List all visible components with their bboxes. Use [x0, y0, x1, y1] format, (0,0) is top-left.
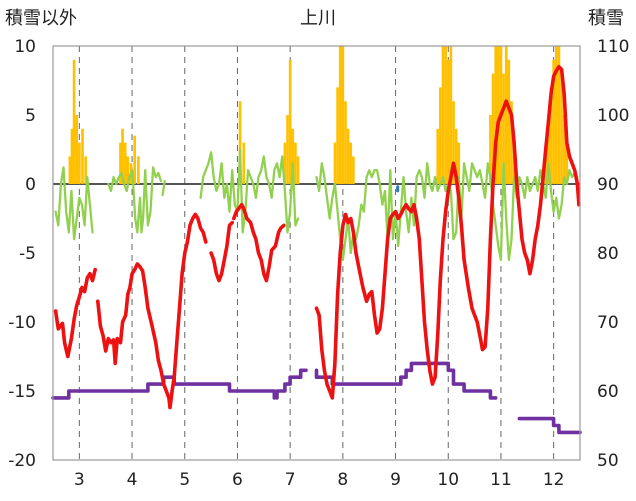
snow-bar — [454, 128, 458, 184]
red-series-line — [314, 64, 581, 400]
y-left-tick-label: -20 — [8, 451, 36, 471]
snow-bar — [68, 156, 72, 184]
snow-bar — [446, 59, 450, 184]
snow-bar — [119, 142, 122, 184]
y-left-tick-label: 5 — [25, 106, 36, 126]
y-right-tick-label: 110 — [597, 37, 629, 57]
snow-bar — [547, 128, 550, 184]
snow-bar — [504, 46, 508, 184]
y-right-tick-label: 70 — [597, 313, 619, 333]
snow-bar — [557, 46, 561, 184]
snow-bar — [75, 115, 79, 184]
snow-bar — [507, 59, 511, 184]
snow-bar — [496, 46, 500, 184]
y-right-tick-label: 50 — [597, 451, 619, 471]
snow-bar — [336, 87, 339, 184]
snow-bar — [283, 142, 287, 184]
green-series-line — [199, 148, 300, 234]
snow-bar — [238, 101, 242, 184]
snow-bar — [491, 73, 495, 184]
snow-bar — [338, 46, 342, 184]
right-axis-label: 積雪 — [588, 8, 624, 29]
snow-bar — [341, 46, 345, 184]
red-series-line — [232, 202, 286, 283]
green-series-line — [161, 180, 166, 197]
snow-bar — [294, 142, 297, 184]
green-series-line — [54, 166, 94, 241]
snow-bar — [242, 142, 246, 184]
snow-bar — [346, 128, 350, 184]
snow-bar — [70, 128, 74, 184]
snow-bar — [81, 128, 84, 184]
snow-bar — [288, 59, 292, 184]
snow-bar — [133, 135, 137, 184]
x-tick-label: 12 — [543, 470, 565, 490]
snow-bar — [333, 142, 337, 184]
snow-bar — [552, 59, 555, 184]
purple-series-line — [275, 368, 308, 400]
snow-bar — [554, 46, 558, 184]
x-tick-label: 8 — [337, 470, 348, 490]
red-series-line — [209, 220, 234, 283]
snow-bar — [510, 101, 513, 184]
x-tick-label: 4 — [127, 470, 138, 490]
x-tick-label: 3 — [74, 470, 85, 490]
red-series-line — [53, 267, 97, 359]
series-lines — [51, 64, 582, 435]
left-axis-label: 積雪以外 — [5, 8, 77, 29]
snow-bar — [123, 142, 127, 184]
plot-frame — [52, 45, 581, 461]
x-tick-label: 7 — [285, 470, 296, 490]
x-tick-label: 5 — [179, 470, 190, 490]
y-left-tick-label: -10 — [8, 313, 36, 333]
snow-bar — [457, 142, 461, 184]
snow-bar — [489, 115, 492, 184]
x-tick-label: 11 — [490, 470, 512, 490]
snow-bar — [121, 128, 124, 184]
tick-labels: 3 4 5 6 7 8 9 10 11 121050-5-10-15-20110100908070… — [8, 37, 629, 490]
snow-bar — [78, 142, 81, 184]
red-series-line — [96, 212, 208, 410]
x-tick-label: 9 — [390, 470, 401, 490]
snow-bar — [296, 156, 300, 184]
snow-bar — [502, 73, 505, 184]
y-right-tick-label: 90 — [597, 175, 619, 195]
snow-bar — [544, 156, 548, 184]
x-tick-label: 6 — [232, 470, 243, 490]
x-tick-label: 10 — [437, 470, 459, 490]
green-series-line — [315, 162, 579, 262]
green-series-line — [107, 166, 163, 234]
snow-bar — [286, 115, 289, 184]
y-left-tick-label: -15 — [8, 382, 36, 402]
snow-bar — [352, 156, 355, 184]
snow-bar — [72, 59, 76, 184]
y-right-tick-label: 100 — [597, 106, 629, 126]
y-right-tick-label: 60 — [597, 382, 619, 402]
snow-bar — [444, 46, 447, 184]
snow-bar — [439, 87, 442, 184]
snow-bar — [84, 156, 87, 184]
snow-bar — [441, 46, 445, 184]
snow-bar — [549, 87, 553, 184]
snow-bar — [436, 128, 440, 184]
snow-bar — [562, 115, 566, 184]
purple-series-line — [517, 416, 582, 435]
snow-bar — [494, 46, 497, 184]
snow-bar — [344, 101, 347, 184]
snow-bar — [560, 73, 563, 184]
snow-bar — [126, 156, 130, 184]
snow-bar — [565, 142, 569, 184]
y-left-tick-label: -5 — [19, 244, 36, 264]
y-left-tick-label: 0 — [25, 175, 36, 195]
y-left-tick-label: 10 — [14, 37, 36, 57]
snow-bar — [137, 156, 140, 184]
chart-title: 上川 — [300, 8, 336, 29]
snow-bar — [349, 142, 353, 184]
snow-bar — [452, 101, 455, 184]
y-right-tick-label: 80 — [597, 244, 619, 264]
snow-bars — [68, 46, 569, 184]
snow-bar — [291, 128, 295, 184]
snow-bar — [449, 46, 453, 184]
